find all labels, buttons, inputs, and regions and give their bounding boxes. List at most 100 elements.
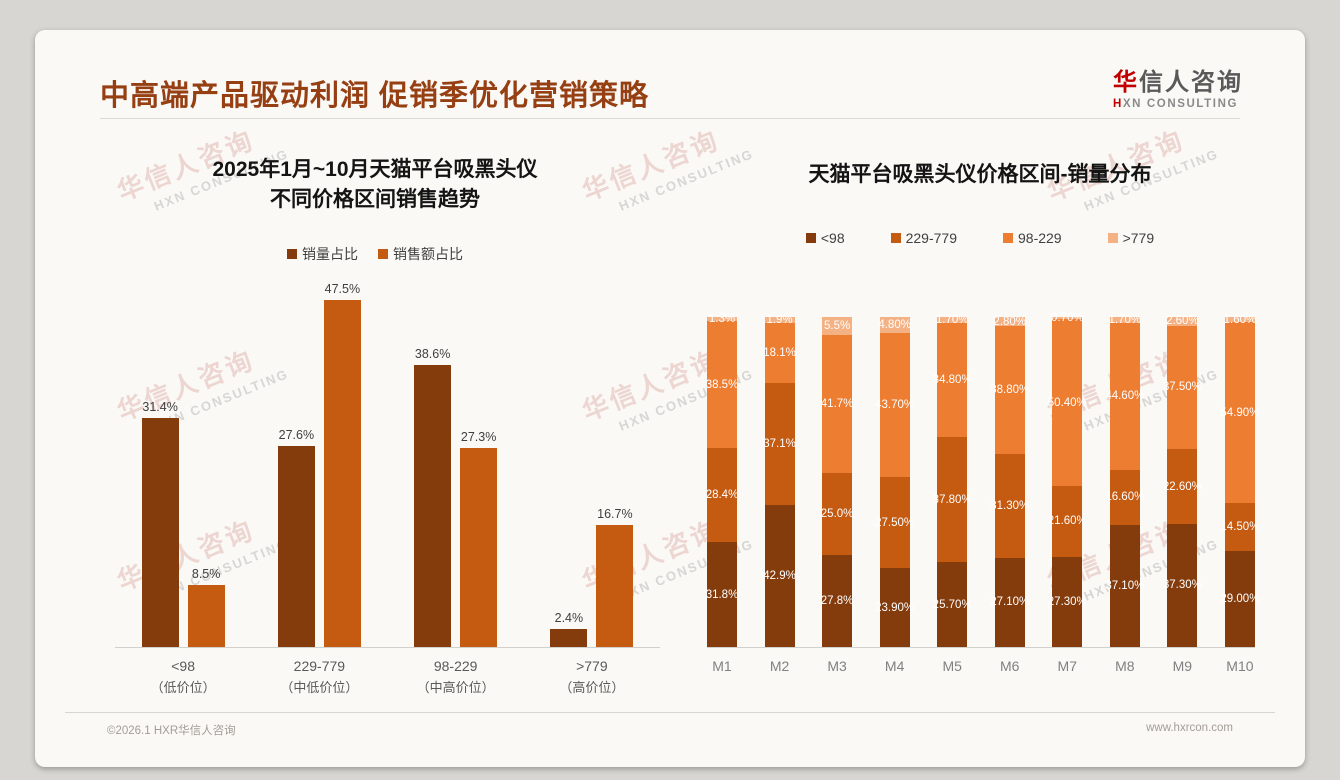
bar-group: 2.4% 16.7% (524, 286, 660, 647)
stacked-bar: 29.00% 14.50% 54.90% 1.60% (1220, 314, 1259, 647)
left-chart-category-axis: <98 （低价位） 229-779 （中低价位） 98-229 （中高价位） >779 （高价… (115, 656, 660, 698)
segment-value-label: 25.0% (820, 508, 854, 521)
segment-value-label: 16.60% (1105, 491, 1145, 504)
segment-value-label: 5.5% (823, 320, 851, 333)
right-chart-legend: <98 229-779 98-229 >779 (695, 230, 1265, 246)
segment-value-label: 37.10% (1105, 579, 1145, 592)
legend-swatch-icon (890, 233, 901, 243)
bar: 8.5% (187, 567, 225, 647)
bar-segment: 1.70% (936, 314, 969, 326)
bar: 27.6% (277, 428, 315, 647)
bar-segment: 37.30% (1163, 523, 1202, 647)
category-range-label: >779 (576, 658, 608, 674)
segment-value-label: 29.00% (1220, 593, 1260, 606)
segment-value-label: 22.60% (1162, 480, 1202, 493)
segment-value-label: 1.70% (1108, 313, 1142, 326)
bar-value-label: 16.7% (597, 507, 633, 522)
company-logo: 华信人咨询 HXN CONSULTING (1113, 62, 1243, 110)
legend-swatch-icon (805, 233, 816, 243)
stacked-bar: 37.10% 16.60% 44.60% 1.70% (1105, 313, 1144, 647)
bar-segment: 44.60% (1105, 322, 1144, 470)
segment-value-label: 37.50% (1162, 381, 1202, 394)
left-chart-plot: 31.4% 8.5% 27.6% 47.5% 38.6% 27.3% 2.4% 16.7% (115, 282, 660, 648)
segment-value-label: 14.50% (1220, 521, 1260, 534)
legend-label: 98-229 (1018, 230, 1062, 246)
legend-label: 销量占比 (302, 246, 358, 262)
segment-value-label: 2.60% (1166, 315, 1199, 328)
segment-value-label: 27.30% (1047, 595, 1087, 608)
legend-item: 98-229 (1003, 230, 1062, 246)
logo-en-red-char: H (1113, 98, 1123, 110)
bar-segment: 31.30% (990, 454, 1029, 558)
category-label: >779 （高价位） (524, 656, 660, 698)
segment-value-label: 1.3% (708, 313, 736, 326)
bar-group: 27.6% 47.5% (251, 282, 387, 647)
category-label: M1 (712, 658, 732, 674)
category-label: 98-229 （中高价位） (388, 656, 524, 698)
bar: 27.3% (460, 430, 498, 647)
legend-item: 销售额占比 (378, 244, 463, 264)
bar-segment: 1.9% (764, 314, 795, 327)
left-chart-title-line2: 不同价格区间销售趋势 (270, 188, 480, 212)
legend-swatch-icon (287, 249, 297, 259)
bar-segment: 34.80% (933, 322, 972, 438)
category-label: M10 (1226, 658, 1254, 674)
stacked-bar: 37.30% 22.60% 37.50% 2.60% (1163, 315, 1202, 647)
segment-value-label: 1.9% (766, 314, 793, 327)
bar-segment: 38.80% (990, 326, 1029, 455)
bar-segment: 2.80% (993, 316, 1026, 328)
presentation-slide: 华信人咨询 HXN CONSULTING 华信人咨询 HXN CONSULTING 华信… (35, 30, 1305, 767)
bar-segment: 28.4% (706, 448, 738, 543)
segment-value-label: 4.80% (878, 319, 911, 332)
bar-value-label: 27.6% (278, 427, 315, 442)
left-chart-title-line1: 2025年1月~10月天猫平台吸黑头仪 (212, 158, 538, 181)
page-title: 中高端产品驱动利润 促销季优化营销策略 (100, 80, 650, 112)
stacked-bar: 27.8% 25.0% 41.7% 5.5% (820, 317, 854, 647)
segment-value-label: 42.9% (763, 570, 796, 583)
legend-label: >779 (1122, 230, 1155, 246)
category-label: M3 (827, 658, 847, 674)
bar: 38.6% (414, 347, 452, 647)
category-label: M7 (1057, 658, 1077, 674)
stacked-bar: 42.9% 37.1% 18.1% 1.9% (763, 314, 796, 647)
bar-segment: 4.80% (878, 317, 911, 334)
segment-value-label: 50.40% (1047, 396, 1087, 409)
bar-value-label: 38.6% (414, 347, 451, 362)
logo-english-text: HXN CONSULTING (1113, 98, 1243, 110)
segment-value-label: 44.60% (1105, 390, 1145, 403)
bar-segment: 31.8% (706, 542, 738, 647)
bar-segment: 37.1% (763, 383, 796, 506)
right-chart-title: 天猫平台吸黑头仪价格区间-销量分布 (808, 163, 1152, 186)
category-range-label: <98 (171, 658, 195, 674)
segment-value-label: 37.80% (932, 493, 972, 506)
legend-label: 229-779 (905, 230, 957, 246)
bar-segment: 27.10% (990, 557, 1029, 647)
bar-segment: 27.8% (821, 555, 853, 647)
right-chart-plot: 31.8% 28.4% 38.5% 1.3% 42.9% 37.1% 18.1% 1.9% 27… (706, 312, 1259, 648)
bar-segment: 37.10% (1105, 524, 1144, 647)
bar-segment: 2.60% (1166, 315, 1199, 328)
bar-segment: 1.70% (1108, 313, 1142, 326)
bar-segment: 18.1% (763, 323, 796, 384)
bar-segment: 37.50% (1163, 325, 1202, 450)
segment-value-label: 34.80% (932, 374, 972, 387)
segment-value-label: 18.1% (763, 347, 796, 360)
bar-segment: 42.9% (763, 505, 796, 647)
category-sub-label: （中高价位） (416, 679, 495, 695)
segment-value-label: 54.90% (1220, 406, 1260, 419)
legend-swatch-icon (378, 249, 388, 259)
bar-segment: 43.70% (875, 333, 914, 478)
segment-value-label: 27.50% (875, 516, 915, 529)
logo-red-char: 华 (1113, 69, 1139, 96)
bar-value-label: 8.5% (191, 566, 221, 581)
footer-divider (65, 712, 1275, 713)
category-label: M5 (942, 658, 962, 674)
bar: 16.7% (596, 507, 634, 647)
stacked-bar: 25.70% 37.80% 34.80% 1.70% (933, 314, 972, 647)
bar-value-label: 27.3% (460, 429, 497, 444)
category-label: M4 (884, 658, 905, 674)
bar-segment: 16.60% (1105, 469, 1144, 525)
bar-segment: 27.50% (875, 477, 914, 569)
segment-value-label: 37.1% (763, 438, 796, 451)
segment-value-label: 0.70% (1050, 312, 1084, 325)
